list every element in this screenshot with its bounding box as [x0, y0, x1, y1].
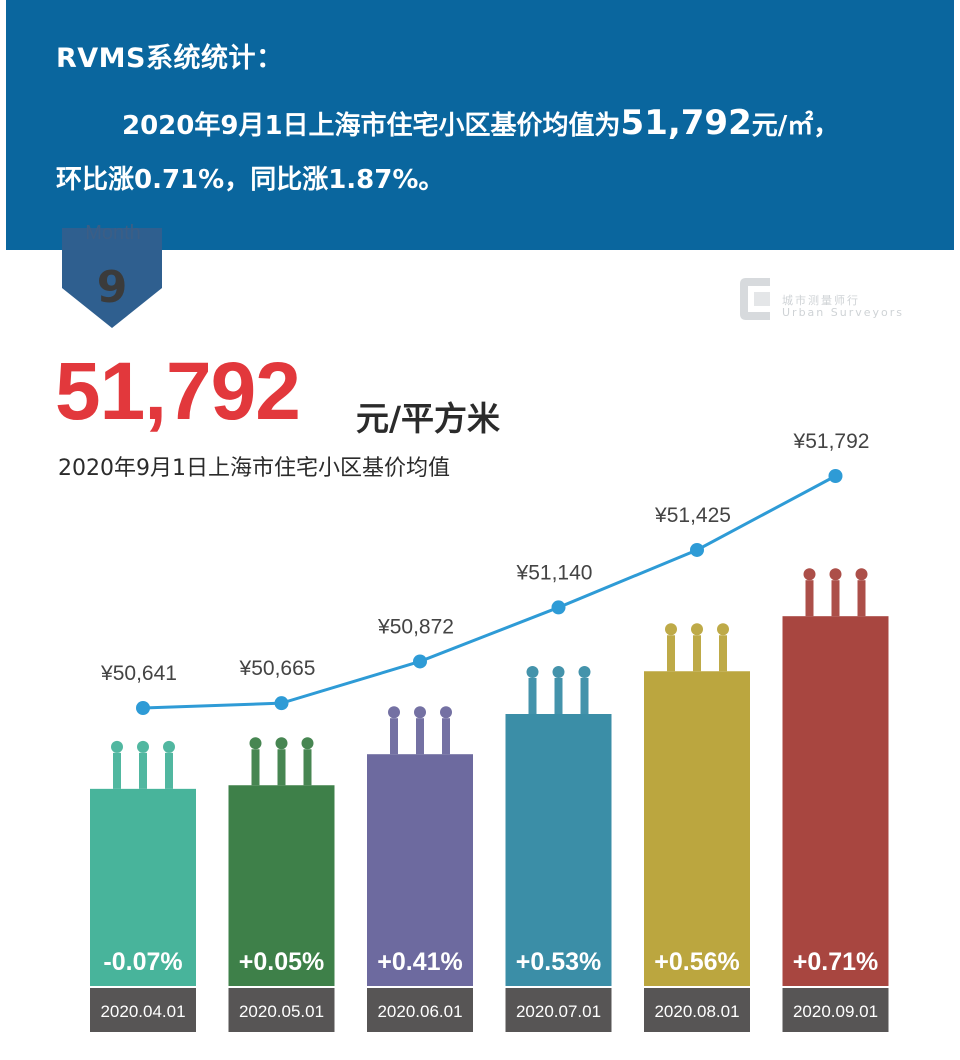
bar	[644, 671, 750, 986]
construction-silhouette-icon	[803, 568, 868, 617]
price-value-label: ¥50,641	[100, 662, 177, 685]
change-label: +0.41%	[377, 948, 463, 976]
price-point	[413, 654, 427, 669]
price-point	[551, 600, 566, 615]
month-number: 9	[96, 262, 128, 313]
date-band	[367, 988, 473, 1032]
price-value-label: ¥50,872	[377, 615, 454, 638]
change-label: +0.53%	[516, 948, 602, 976]
watermark-word2: Surveyors	[830, 306, 905, 319]
bar	[367, 754, 473, 986]
date-label: 2020.05.01	[239, 1002, 324, 1021]
banner-summary-line1: 2020年9月1日上海市住宅小区基价均值为51,792元/㎡，	[56, 103, 954, 143]
bar	[228, 785, 335, 986]
bar	[782, 616, 889, 986]
hero-price-value: 51,792	[55, 346, 301, 437]
banner-title: RVMS系统统计：	[56, 43, 284, 74]
construction-silhouette-icon	[665, 623, 729, 672]
date-label: 2020.06.01	[377, 1002, 462, 1021]
banner-line1-prefix: 2020年9月1日上海市住宅小区基价均值为	[122, 111, 621, 141]
change-label: +0.71%	[793, 948, 879, 976]
construction-silhouette-icon	[249, 737, 314, 786]
date-label: 2020.08.01	[654, 1002, 739, 1021]
brand-logo-icon	[740, 278, 770, 320]
bar	[505, 714, 612, 986]
date-band	[228, 988, 335, 1032]
price-value-label: ¥51,425	[654, 504, 731, 527]
date-label: 2020.09.01	[793, 1002, 878, 1021]
watermark-line1: 城市测量师行	[782, 294, 860, 307]
change-label: +0.05%	[239, 948, 325, 976]
month-badge-icon	[62, 228, 162, 328]
hero-caption: 2020年9月1日上海市住宅小区基价均值	[58, 456, 450, 481]
header-banner: RVMS系统统计： 2020年9月1日上海市住宅小区基价均值为51,792元/㎡…	[6, 0, 954, 250]
price-value-label: ¥51,140	[516, 561, 593, 584]
banner-line1-suffix: 元/㎡，	[751, 111, 840, 141]
banner-summary-line2: 环比涨0.71%，同比涨1.87%。	[56, 165, 445, 195]
change-label: -0.07%	[103, 948, 182, 976]
price-value-label: ¥51,792	[793, 430, 870, 453]
date-label: 2020.04.01	[100, 1002, 185, 1021]
watermark-word1: Urban	[782, 306, 826, 319]
month-label: Month	[85, 222, 141, 244]
hero-price-unit: 元/平方米	[356, 399, 501, 438]
construction-silhouette-icon	[526, 666, 591, 714]
price-point	[274, 696, 289, 711]
price-point	[828, 469, 843, 483]
date-band	[644, 988, 750, 1032]
watermark-line2: Urban Surveyors	[782, 306, 904, 319]
banner-line1-value: 51,792	[620, 103, 752, 143]
date-band	[505, 988, 612, 1032]
construction-silhouette-icon	[111, 740, 175, 789]
bar	[90, 788, 196, 986]
price-value-label: ¥50,665	[239, 657, 316, 680]
date-band	[782, 988, 889, 1032]
price-point	[690, 542, 704, 557]
date-band	[90, 988, 196, 1032]
price-point	[136, 701, 150, 715]
price-line	[142, 474, 837, 710]
date-label: 2020.07.01	[516, 1002, 601, 1021]
construction-silhouette-icon	[388, 706, 452, 755]
change-label: +0.56%	[654, 948, 740, 976]
